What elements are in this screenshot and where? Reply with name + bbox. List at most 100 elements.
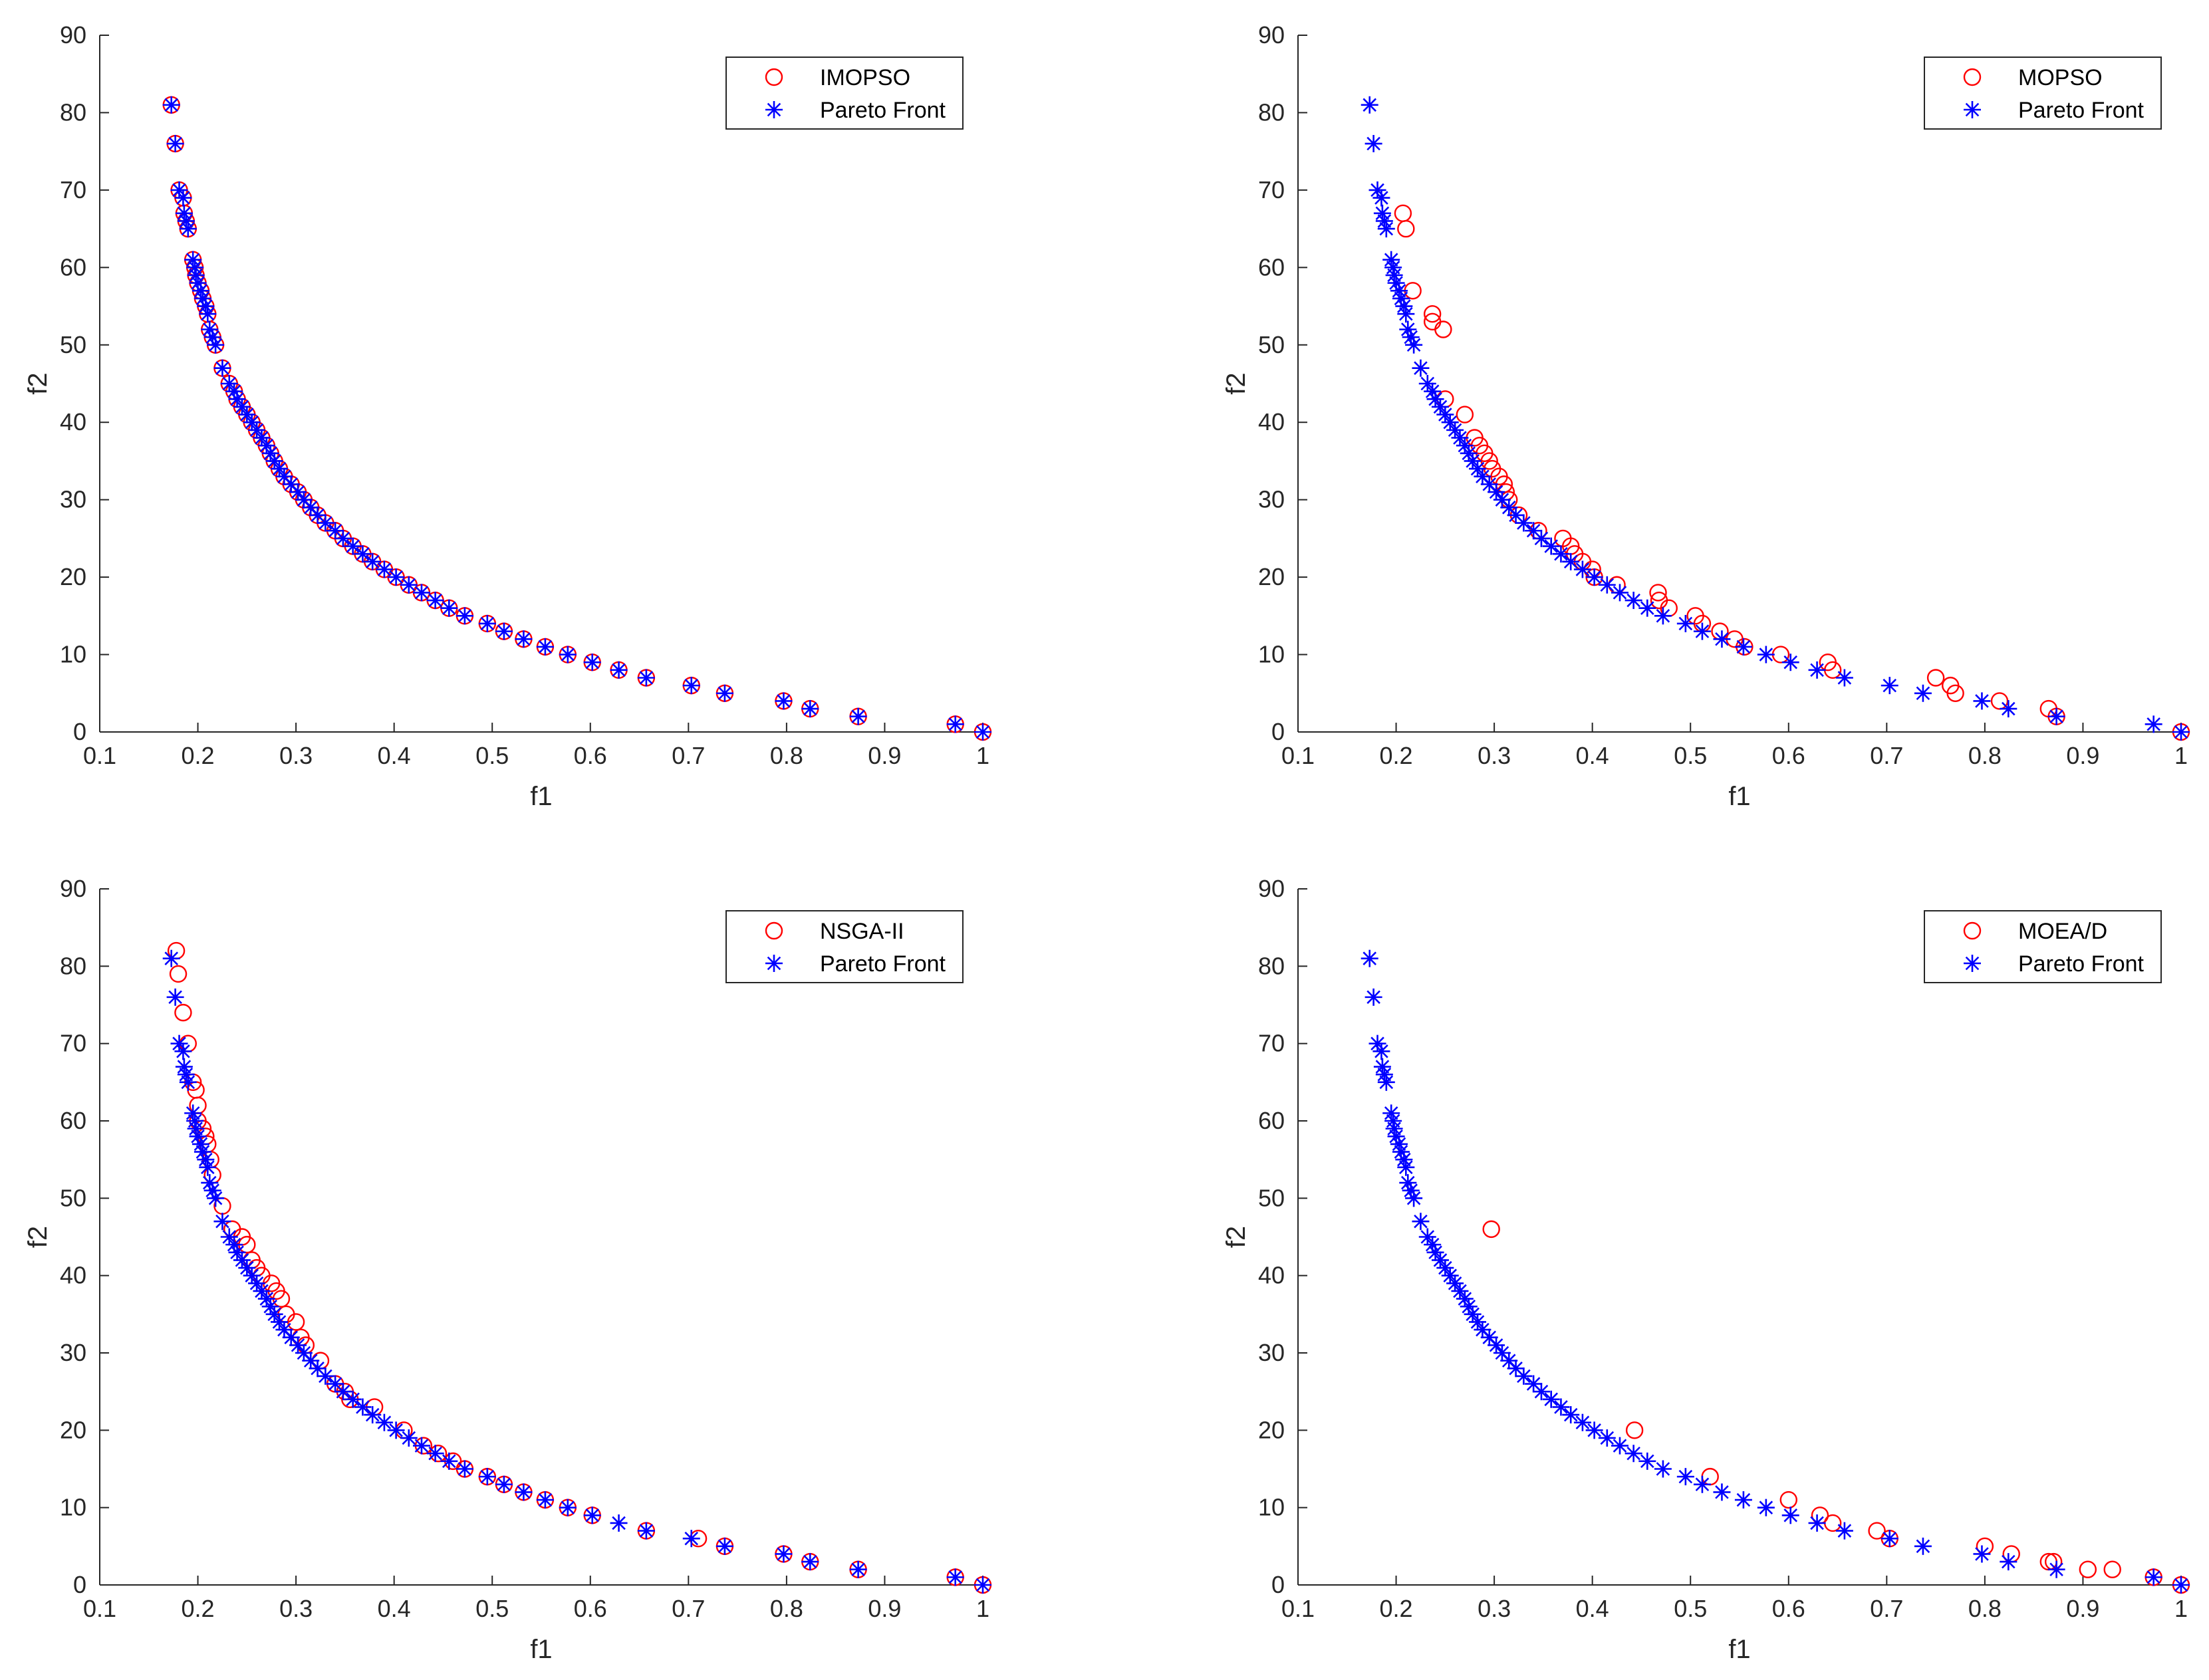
data-point-star <box>1973 1545 1991 1563</box>
data-point-star <box>282 1328 300 1346</box>
y-tick-label: 50 <box>60 1184 86 1211</box>
y-tick-label: 30 <box>1258 1339 1285 1366</box>
data-point-star <box>213 1213 231 1231</box>
data-point-star <box>2144 1568 2162 1586</box>
data-point-star <box>1624 592 1642 610</box>
data-point-star <box>426 592 444 610</box>
data-point-star <box>1397 305 1415 323</box>
data-point-star <box>1392 1143 1410 1161</box>
data-point-star <box>317 514 334 532</box>
data-point-star <box>455 1460 473 1478</box>
data-point-star <box>1375 1066 1393 1084</box>
data-point-star <box>1676 1468 1694 1486</box>
data-point-star <box>1881 677 1898 695</box>
data-point-star <box>1525 1375 1543 1393</box>
data-point-star <box>682 677 700 695</box>
y-tick-label: 90 <box>1258 21 1285 49</box>
x-tick-label: 0.9 <box>2066 1595 2099 1622</box>
data-point-star <box>1377 1073 1395 1091</box>
data-point-star <box>1474 1321 1492 1339</box>
data-point-star <box>199 305 217 323</box>
data-point-star <box>166 988 184 1006</box>
data-point-star <box>583 654 601 671</box>
data-point-star <box>1573 560 1591 578</box>
x-tick-label: 1 <box>976 742 989 769</box>
y-tick-label: 10 <box>1258 641 1285 668</box>
legend-marker-circle <box>765 68 783 86</box>
x-tick-label: 1 <box>976 1595 989 1622</box>
x-tick-label: 0.7 <box>672 1595 705 1622</box>
data-point-star <box>1364 988 1382 1006</box>
x-tick-label: 0.8 <box>770 742 803 769</box>
legend: MOPSO Pareto Front <box>1924 57 2162 130</box>
data-point-circle <box>1456 406 1474 423</box>
data-point-star <box>295 491 313 509</box>
data-point-star <box>1835 669 1853 687</box>
legend-box <box>725 910 964 983</box>
data-point-star <box>387 1421 405 1439</box>
data-point-star <box>166 135 184 153</box>
y-tick-label: 60 <box>1258 253 1285 281</box>
data-point-star <box>334 1383 352 1401</box>
legend-label: Pareto Front <box>820 951 946 977</box>
x-tick-label: 0.2 <box>182 1595 215 1622</box>
x-tick-label: 0.7 <box>1870 742 1903 769</box>
data-point-star <box>1693 622 1711 640</box>
data-point-star <box>2000 700 2017 718</box>
data-point-star <box>364 1406 382 1424</box>
data-point-star <box>201 320 219 338</box>
data-point-star <box>1402 1181 1420 1199</box>
data-point-star <box>801 1553 819 1571</box>
data-point-circle <box>174 1003 192 1022</box>
data-point-star <box>334 529 352 547</box>
series-nsga-ii <box>167 941 992 1594</box>
data-point-star <box>1734 1491 1752 1509</box>
data-point-star <box>2047 707 2065 725</box>
y-tick-label: 40 <box>60 1262 86 1289</box>
data-point-star <box>1405 336 1423 354</box>
legend-marker-star <box>765 101 783 118</box>
data-point-star <box>1377 220 1395 238</box>
data-point-star <box>1402 328 1420 346</box>
y-tick-label: 0 <box>73 718 86 745</box>
y-tick-label: 60 <box>60 253 86 281</box>
series-moea-d <box>1482 1220 2190 1594</box>
legend-box <box>1924 910 2162 983</box>
x-tick-label: 0.4 <box>378 742 411 769</box>
y-tick-label: 0 <box>1271 1571 1285 1598</box>
data-point-star <box>1412 359 1430 377</box>
data-point-circle <box>1823 1514 1842 1532</box>
series-pareto-front <box>1361 96 2190 741</box>
x-tick-label: 0.4 <box>1576 1595 1609 1622</box>
data-point-star <box>1638 1452 1656 1470</box>
data-point-star <box>189 274 207 292</box>
y-tick-label: 20 <box>60 563 86 590</box>
data-point-star <box>974 1576 991 1594</box>
data-point-star <box>515 1483 533 1501</box>
data-point-circle <box>1397 219 1415 238</box>
data-point-star <box>344 1390 362 1408</box>
data-point-star <box>1598 1429 1616 1447</box>
y-tick-label: 30 <box>60 1339 86 1366</box>
data-point-star <box>559 646 577 663</box>
y-axis-label: f2 <box>23 372 53 394</box>
data-point-star <box>1611 584 1628 602</box>
data-point-star <box>610 1514 628 1532</box>
data-point-star <box>1361 96 1378 114</box>
data-point-circle <box>287 1313 305 1331</box>
data-point-star <box>187 1120 205 1138</box>
data-point-star <box>199 1158 217 1176</box>
data-point-star <box>1542 1390 1560 1408</box>
data-point-star <box>354 545 372 563</box>
data-point-star <box>1585 568 1603 586</box>
y-tick-label: 10 <box>1258 1494 1285 1521</box>
data-point-star <box>1598 576 1616 594</box>
data-point-star <box>1835 1522 1853 1540</box>
x-tick-label: 0.7 <box>672 742 705 769</box>
data-point-star <box>1973 692 1991 710</box>
data-point-star <box>426 1445 444 1463</box>
data-point-star <box>213 359 231 377</box>
legend: MOEA/D Pareto Front <box>1924 910 2162 983</box>
x-tick-label: 0.2 <box>1380 1595 1413 1622</box>
data-point-star <box>289 1336 307 1354</box>
